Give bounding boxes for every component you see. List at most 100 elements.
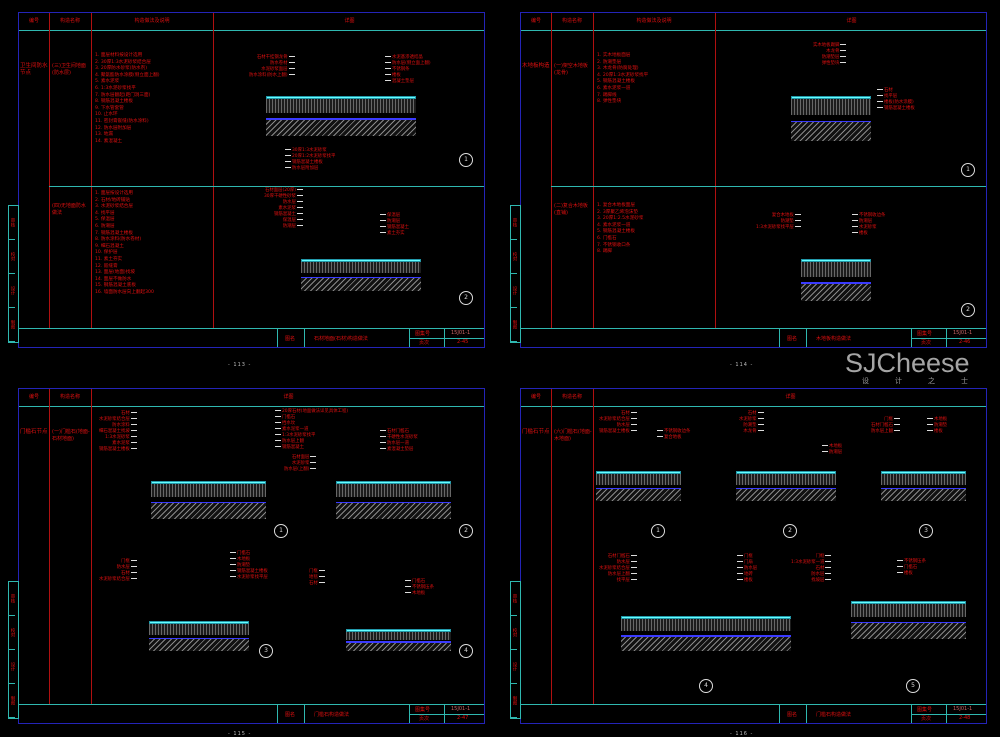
callout-labels: 水泥基渗透结晶 防水层(侧立面上翻) 不锈钢条 楼板 混凝土垫层 (384, 55, 431, 85)
section-detail[interactable] (301, 259, 421, 291)
callout-label: 20厚1:2水泥砂浆找平 (284, 154, 335, 160)
label-text: 不锈钢条 (392, 67, 410, 72)
callout-label: 门框 (99, 559, 138, 565)
title-label: 图名 (285, 336, 296, 342)
section-detail[interactable] (346, 629, 451, 651)
material-layer (151, 501, 266, 519)
approval-cell: 审核 (9, 582, 15, 616)
section-detail[interactable] (736, 471, 836, 501)
callout-label: 弹性垫块 (813, 61, 847, 67)
label-text: 水泥砂浆 (291, 461, 310, 466)
section-detail[interactable] (151, 481, 266, 519)
leader-line (130, 566, 137, 567)
label-text: 素水泥浆 (112, 441, 130, 446)
section-detail[interactable] (596, 471, 681, 501)
section-detail[interactable] (801, 259, 871, 301)
approval-cell: 设计 (9, 650, 15, 684)
atlas-label: 图集号 (415, 707, 431, 713)
callout-label: 素水泥浆一道 (274, 427, 348, 433)
step-item: 8. 踢脚 (597, 249, 613, 255)
material-layer (621, 616, 791, 619)
leader-line (230, 570, 236, 571)
section-detail[interactable] (881, 471, 966, 501)
label-text: 不锈钢收边条 (664, 429, 691, 434)
label-text: 木地板 (237, 557, 251, 562)
leader-line (794, 220, 801, 221)
title-label: 图名 (787, 336, 798, 342)
title-block-divider (304, 329, 305, 347)
callout-label: 门槛石 (896, 565, 926, 571)
material-layer (801, 282, 871, 301)
section-detail[interactable] (621, 616, 791, 651)
section-detail[interactable] (266, 96, 416, 136)
section-detail[interactable] (336, 481, 451, 519)
callout-label: 水泥砂浆 (739, 417, 765, 423)
label-text: 防水层上翻 (871, 429, 893, 434)
label-text: 防水层 (116, 565, 130, 570)
approval-cell: 设计 (511, 650, 517, 684)
step-item: 7. 不锈钢收口条 (597, 242, 631, 248)
step-item: 5. 素水泥浆 (95, 79, 120, 85)
step-item: 14. 素混凝土 (95, 138, 123, 144)
label-text: 钢筋混凝土 (387, 225, 409, 230)
column-separator (91, 389, 92, 705)
leader-line (275, 410, 281, 411)
leader-line (275, 422, 281, 423)
section-detail[interactable] (791, 96, 871, 141)
label-text: 防潮垫 (743, 423, 757, 428)
step-item: 8. 防水涂料(防水卷材) (95, 237, 142, 243)
label-text: 木地板 (412, 591, 426, 596)
callout-labels: 门框 地毯 石材 (309, 569, 326, 587)
callout-label: 水泥砂浆 (284, 461, 317, 467)
callout-label: 石材 (876, 88, 915, 94)
label-text: 防水层附加层 (292, 166, 319, 171)
leader-line (630, 430, 637, 431)
column-separator (91, 13, 92, 329)
callout-labels: 不锈钢压条 门槛石 楼板 (896, 559, 926, 577)
callout-labels: 木地板 防潮垫 楼板 (926, 417, 947, 435)
label-text: 20厚1:2水泥砂浆找平 (292, 154, 336, 159)
column-header-row: 编号 构造名称 详图 (521, 389, 986, 407)
leader-line (318, 576, 325, 577)
section-detail[interactable] (851, 601, 966, 639)
leader-line (405, 580, 411, 581)
row-name: (三)卫生间地面(防水层) (52, 63, 86, 76)
approval-cell: 设计 (511, 274, 517, 308)
leader-line (380, 430, 386, 431)
label-text: 防潮层 (387, 219, 401, 224)
leader-line (318, 570, 325, 571)
atlas-label: 图集号 (917, 331, 933, 337)
row-name: (一)架空木地板(龙骨) (554, 63, 588, 76)
callout-label: 找平层 (876, 94, 915, 100)
approval-cell: 制图 (9, 684, 15, 718)
label-text: 水泥砂浆面层 (261, 67, 288, 72)
column-header: 构造名称 (59, 394, 80, 400)
step-item: 12. 嵌缝膏 (95, 263, 118, 269)
callout-label: 楼板 (896, 571, 926, 577)
step-item: 3. 水泥砂浆结合层 (95, 204, 134, 210)
callout-labels: 不锈钢收边条 复合地板 (656, 429, 690, 441)
material-layer (346, 641, 451, 643)
column-header: 详图 (785, 394, 796, 400)
label-text: 石材干挂钢龙骨 (256, 55, 288, 60)
label-text: 防水层 (744, 566, 758, 571)
material-layer (266, 99, 416, 113)
page-number: 2-45 (457, 339, 469, 345)
label-text: 防潮垫 (780, 219, 794, 224)
callout-label: 石材 (791, 566, 832, 572)
step-item: 4. 20厚1:3水泥砂浆找平 (597, 72, 649, 78)
label-text: 楼板 (392, 73, 401, 78)
step-item: 6. 门槛石 (597, 235, 617, 241)
material-layer (151, 501, 266, 504)
material-layer (149, 621, 249, 624)
approval-strip: 审核 校对 设计 制图 (8, 581, 19, 719)
section-detail[interactable] (149, 621, 249, 651)
leader-line (840, 62, 847, 63)
step-item: 7. 钢筋混凝土楼板 (95, 230, 134, 236)
column-header: 构造做法及说明 (134, 18, 170, 24)
material-layer (881, 487, 966, 489)
column-header: 编号 (28, 18, 39, 24)
material-layer (151, 481, 266, 484)
callout-label: 防水层 (791, 572, 832, 578)
material-layer (791, 96, 871, 99)
